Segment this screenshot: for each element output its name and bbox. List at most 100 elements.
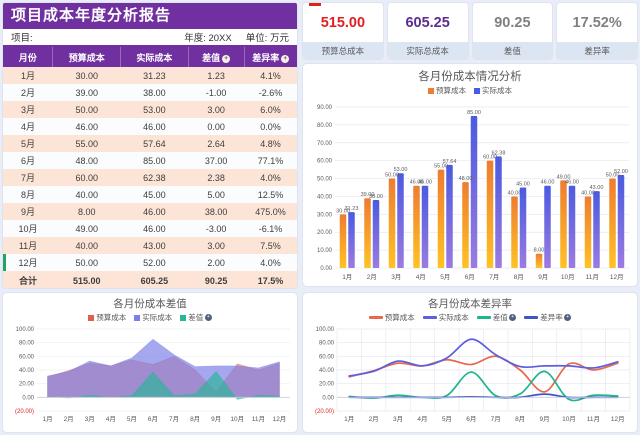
table-row[interactable]: 7月 60.00 62.38 2.38 4.0%: [3, 169, 297, 186]
table-row[interactable]: 11月 40.00 43.00 3.00 7.5%: [3, 237, 297, 254]
svg-text:100.00: 100.00: [16, 327, 35, 333]
legend-item[interactable]: 实际成本: [422, 312, 469, 323]
total-cell: 17.5%: [244, 271, 297, 288]
table-row[interactable]: 2月 39.00 38.00 -1.00 -2.6%: [3, 84, 297, 101]
svg-text:40.00: 40.00: [19, 368, 35, 374]
actual-bar: [397, 173, 404, 268]
table-cell: 4.8%: [244, 135, 297, 152]
filter-icon[interactable]: +: [509, 314, 517, 321]
svg-text:6月: 6月: [466, 415, 476, 423]
svg-text:9月: 9月: [211, 415, 221, 423]
legend-item[interactable]: 差值 +: [180, 312, 212, 323]
stat-card-budget-total[interactable]: 515.00 预算总成本: [302, 2, 384, 60]
legend-label: 预算成本: [436, 86, 466, 95]
svg-text:10月: 10月: [230, 415, 244, 423]
bar-chart-legend: 预算成本 实际成本: [303, 84, 637, 97]
svg-text:7月: 7月: [489, 273, 499, 281]
actual-bar: [568, 185, 576, 268]
table-cell: 40.00: [52, 237, 121, 254]
legend-item[interactable]: 实际成本: [134, 312, 172, 323]
stat-card-difference[interactable]: 90.25 差值: [471, 2, 554, 60]
table-cell: 9月: [3, 203, 53, 220]
table-cell: 48.00: [52, 152, 121, 169]
filter-icon[interactable]: +: [204, 314, 212, 321]
svg-text:85.00: 85.00: [467, 110, 481, 116]
svg-text:60.00: 60.00: [19, 354, 35, 360]
table-cell: 50.00: [52, 101, 121, 118]
table-row[interactable]: 6月 48.00 85.00 37.00 77.1%: [3, 152, 297, 169]
legend-item[interactable]: 预算成本: [368, 312, 415, 323]
filter-icon[interactable]: +: [564, 314, 572, 321]
svg-text:2月: 2月: [64, 415, 74, 423]
line-series: [348, 338, 619, 377]
legend-swatch: [476, 316, 491, 319]
year-label: 年度: 20XX: [184, 33, 232, 44]
table-cell: 0.0%: [244, 118, 297, 135]
table-cell: 46.00: [52, 118, 121, 135]
project-label: 项目:: [11, 33, 33, 44]
legend-item[interactable]: 差值 +: [476, 312, 517, 323]
table-row[interactable]: 12月 50.00 52.00 2.00 4.0%: [3, 254, 297, 271]
table-row[interactable]: 8月 40.00 45.00 5.00 12.5%: [3, 186, 297, 203]
legend-label: 预算成本: [384, 313, 415, 322]
svg-text:12月: 12月: [610, 273, 624, 281]
svg-text:31.23: 31.23: [345, 206, 359, 212]
table-cell: 4月: [3, 118, 53, 135]
svg-text:3月: 3月: [391, 273, 401, 281]
legend-item[interactable]: 实际成本: [474, 85, 512, 96]
svg-text:100.00: 100.00: [316, 327, 335, 333]
svg-text:45.00: 45.00: [516, 182, 530, 188]
summary-stats: 515.00 预算总成本 605.25 实际总成本 90.25 差值 17.52…: [302, 2, 638, 60]
table-row[interactable]: 9月 8.00 46.00 38.00 475.0%: [3, 203, 297, 220]
svg-text:70.00: 70.00: [317, 141, 333, 147]
legend-item[interactable]: 预算成本: [88, 312, 126, 323]
legend-item[interactable]: 预算成本: [428, 85, 466, 96]
sort-icon[interactable]: +: [222, 54, 231, 63]
svg-text:5月: 5月: [127, 415, 137, 423]
svg-text:10月: 10月: [561, 273, 575, 281]
legend-item[interactable]: 差异率 +: [524, 312, 572, 323]
stat-card-variance-rate[interactable]: 17.52% 差异率: [556, 2, 638, 60]
table-cell: 12月: [3, 254, 53, 271]
table-row[interactable]: 3月 50.00 53.00 3.00 6.0%: [3, 101, 297, 118]
svg-text:12月: 12月: [273, 415, 287, 423]
svg-text:6月: 6月: [465, 273, 475, 281]
total-cell: 515.00: [52, 271, 121, 288]
column-header: 差异率 +: [244, 47, 297, 67]
area-chart-title: 各月份成本差值: [113, 298, 187, 310]
budget-bar: [413, 185, 420, 268]
table-cell: 52.00: [120, 254, 189, 271]
stat-card-actual-total[interactable]: 605.25 实际总成本: [386, 2, 469, 60]
table-cell: 1.23: [188, 67, 245, 84]
total-row: 合计 515.00 605.25 90.25 17.5%: [3, 271, 297, 288]
table-cell: -3.00: [188, 220, 245, 237]
legend-label: 实际成本: [482, 86, 512, 95]
table-row[interactable]: 5月 55.00 57.64 2.64 4.8%: [3, 135, 297, 152]
table-cell: 2.64: [188, 135, 245, 152]
table-row[interactable]: 10月 49.00 46.00 -3.00 -6.1%: [3, 220, 297, 237]
stat-label: 实际总成本: [387, 42, 468, 59]
table-row[interactable]: 4月 46.00 46.00 0.00 0.0%: [3, 118, 297, 135]
svg-text:8.00: 8.00: [534, 248, 545, 254]
svg-text:1月: 1月: [42, 415, 52, 423]
table-cell: 8月: [3, 186, 53, 203]
svg-text:6月: 6月: [148, 415, 158, 423]
svg-text:60.00: 60.00: [483, 155, 497, 161]
actual-bar: [495, 156, 502, 268]
sort-icon[interactable]: +: [281, 54, 290, 63]
legend-swatch: [180, 314, 187, 321]
bar-chart-svg: 0.00 10.00 20.00 30.00 40.00 50.00 60.00 70.00 8…: [317, 105, 629, 281]
area-chart-svg: (20.00) 0.00 20.00 40.00 60.00 80.00 100.00 1月 2…: [15, 327, 290, 423]
table-row[interactable]: 1月 30.00 31.23 1.23 4.1%: [3, 67, 297, 84]
legend-label: 差值: [492, 313, 508, 322]
table-cell: -6.1%: [244, 220, 297, 237]
actual-bar: [348, 212, 355, 268]
table-cell: 55.00: [52, 135, 121, 152]
svg-text:20.00: 20.00: [319, 382, 335, 388]
svg-text:46.00: 46.00: [410, 180, 424, 186]
svg-text:62.38: 62.38: [492, 150, 506, 156]
svg-text:1月: 1月: [344, 415, 354, 423]
svg-text:80.00: 80.00: [319, 341, 335, 347]
rate-chart-legend: 预算成本 实际成本 差值 + 差异率 +: [303, 311, 637, 324]
table-cell: 2月: [3, 84, 53, 101]
